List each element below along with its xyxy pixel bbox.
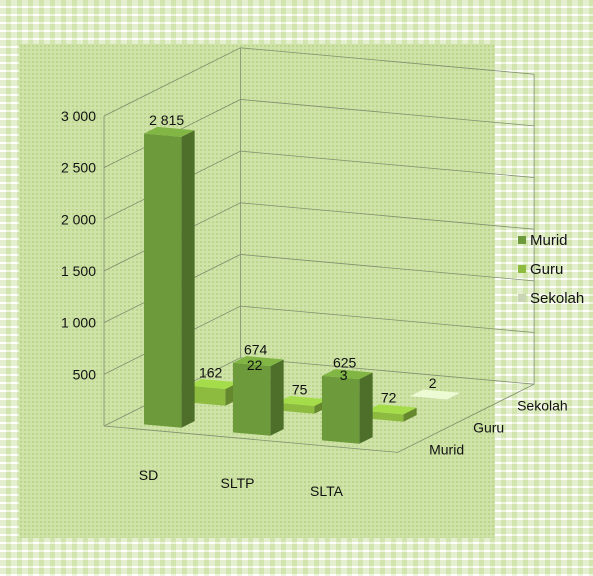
bar bbox=[187, 385, 226, 406]
legend-swatch bbox=[518, 236, 526, 244]
y-tick-label: 500 bbox=[73, 366, 97, 382]
x-category-label: SLTA bbox=[310, 483, 344, 499]
bar-top bbox=[276, 395, 328, 407]
x-category-label: SLTP bbox=[221, 475, 255, 491]
bar bbox=[365, 410, 404, 422]
bar bbox=[321, 375, 360, 444]
bar-side bbox=[181, 130, 195, 428]
bar-side bbox=[270, 359, 284, 436]
depth-series-label: Murid bbox=[429, 442, 464, 458]
legend-item: Guru bbox=[518, 259, 590, 279]
y-tick-label: 1 500 bbox=[61, 263, 96, 279]
bar-side bbox=[403, 407, 417, 422]
y-axis-ticks: 500 1 000 1 500 2 000 2 500 3 000 bbox=[61, 108, 96, 382]
bar-side bbox=[359, 372, 373, 444]
bar bbox=[143, 133, 182, 428]
gridline bbox=[103, 47, 535, 117]
depth-axis-series: Murid Guru Sekolah bbox=[429, 398, 568, 458]
legend-label: Sekolah bbox=[530, 289, 585, 307]
bar bbox=[276, 402, 315, 414]
legend-item: Murid bbox=[518, 230, 590, 250]
data-label: 72 bbox=[381, 390, 397, 406]
y-tick-label: 2 000 bbox=[61, 211, 96, 227]
legend: Murid Guru Sekolah bbox=[518, 230, 590, 317]
data-label: 22 bbox=[247, 357, 263, 373]
bar-side bbox=[447, 392, 461, 400]
plot-area bbox=[19, 44, 495, 538]
bar-top bbox=[232, 356, 284, 367]
data-labels: 22 3 2 162 75 72 2 815 674 625 bbox=[149, 112, 437, 405]
data-label: 2 bbox=[429, 375, 437, 391]
bar-top bbox=[321, 369, 373, 380]
data-label: 674 bbox=[244, 341, 268, 357]
data-label: 2 815 bbox=[149, 112, 184, 128]
legend-label: Murid bbox=[530, 231, 568, 249]
x-category-label: SD bbox=[139, 467, 158, 483]
y-tick-label: 2 500 bbox=[61, 160, 96, 176]
y-tick-label: 1 000 bbox=[61, 315, 96, 331]
bar bbox=[409, 396, 448, 400]
legend-label: Guru bbox=[530, 260, 564, 278]
floor-edge bbox=[103, 383, 535, 453]
data-label: 75 bbox=[292, 381, 308, 397]
x-axis-categories: SD SLTP SLTA bbox=[139, 467, 344, 499]
depth-series-label: Sekolah bbox=[517, 398, 568, 414]
legend-swatch bbox=[518, 294, 526, 302]
y-tick-label: 3 000 bbox=[61, 108, 96, 124]
bar-top bbox=[365, 404, 417, 415]
legend-item: Sekolah bbox=[518, 288, 590, 308]
bar-top bbox=[409, 389, 461, 400]
data-label: 3 bbox=[340, 367, 348, 383]
data-label: 162 bbox=[199, 364, 223, 380]
bar-top bbox=[187, 379, 239, 390]
bar bbox=[232, 362, 271, 436]
bars bbox=[143, 126, 461, 444]
data-label: 625 bbox=[333, 354, 357, 370]
depth-series-label: Guru bbox=[473, 420, 504, 436]
legend-swatch bbox=[518, 265, 526, 273]
bar-top bbox=[143, 126, 195, 137]
chart-walls bbox=[103, 47, 535, 453]
